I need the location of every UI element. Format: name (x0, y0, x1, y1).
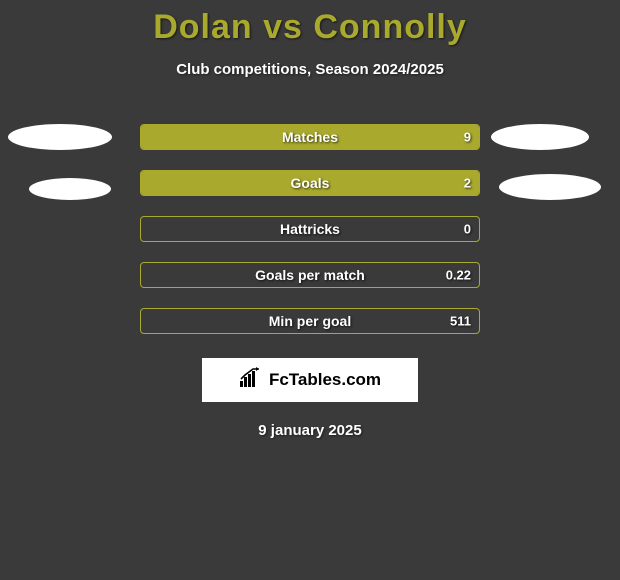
stat-value: 511 (450, 314, 471, 329)
player-right-ellipse (491, 124, 589, 150)
stat-value: 0 (464, 222, 471, 237)
stat-label: Hattricks (280, 221, 340, 237)
player-left-ellipse (29, 178, 111, 200)
stat-row: Goals 2 (0, 160, 620, 206)
stat-value: 0.22 (446, 268, 471, 283)
stat-bar: Goals per match 0.22 (140, 262, 480, 288)
brand-text: FcTables.com (269, 370, 381, 390)
subtitle: Club competitions, Season 2024/2025 (0, 61, 620, 78)
brand-box: FcTables.com (202, 358, 418, 402)
stat-label: Matches (282, 129, 338, 145)
stat-row: Min per goal 511 (0, 298, 620, 344)
stat-row: Goals per match 0.22 (0, 252, 620, 298)
page-title: Dolan vs Connolly (0, 0, 620, 47)
stat-value: 9 (464, 130, 471, 145)
player-right-ellipse (499, 174, 601, 200)
brand-chart-icon (239, 367, 265, 394)
stat-label: Goals (291, 175, 330, 191)
stat-label: Goals per match (255, 267, 365, 283)
stat-bar: Matches 9 (140, 124, 480, 150)
stat-bar: Goals 2 (140, 170, 480, 196)
comparison-chart: Matches 9 Goals 2 Hattricks 0 Goals per match 0… (0, 114, 620, 344)
stat-row: Hattricks 0 (0, 206, 620, 252)
player-left-ellipse (8, 124, 112, 150)
stat-bar: Hattricks 0 (140, 216, 480, 242)
stat-bar: Min per goal 511 (140, 308, 480, 334)
stat-value: 2 (464, 176, 471, 191)
stat-row: Matches 9 (0, 114, 620, 160)
stat-label: Min per goal (269, 313, 351, 329)
date-line: 9 january 2025 (0, 422, 620, 439)
